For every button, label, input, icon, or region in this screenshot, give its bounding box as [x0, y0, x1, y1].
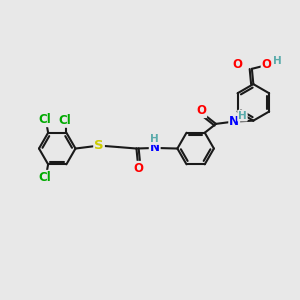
Text: S: S: [94, 139, 104, 152]
Text: O: O: [233, 58, 243, 71]
Text: H: H: [238, 111, 247, 121]
Text: O: O: [196, 104, 206, 117]
Text: H: H: [272, 56, 281, 66]
Text: N: N: [229, 115, 239, 128]
Text: Cl: Cl: [39, 171, 52, 184]
Text: Cl: Cl: [39, 113, 52, 126]
Text: N: N: [150, 141, 160, 154]
Text: O: O: [133, 162, 143, 175]
Text: O: O: [262, 58, 272, 71]
Text: H: H: [150, 134, 159, 144]
Text: Cl: Cl: [58, 114, 71, 127]
